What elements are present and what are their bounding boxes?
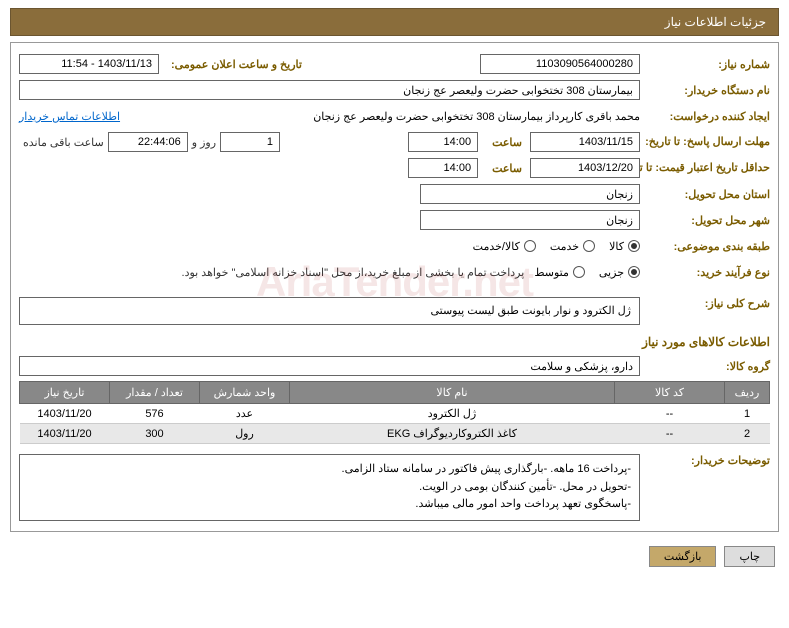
th-code: کد کالا [615,382,725,404]
cell-unit: عدد [200,404,290,424]
cell-name: ژل الکترود [290,404,615,424]
items-table: ردیف کد کالا نام کالا واحد شمارش تعداد /… [19,381,770,444]
radio-circle-icon [573,266,585,278]
category-label: طبقه بندی موضوعی: [640,240,770,253]
th-name: نام کالا [290,382,615,404]
requester-label: ایجاد کننده درخواست: [640,110,770,123]
row-city: شهر محل تحویل: زنجان [19,209,770,231]
row-requester: ایجاد کننده درخواست: محمد باقری کارپرداز… [19,105,770,127]
group-label: گروه کالا: [640,360,770,373]
announce-label: تاریخ و ساعت اعلان عمومی: [165,58,302,71]
row-summary: شرح کلی نیاز: ژل الکترود و نوار بایونت ط… [19,297,770,325]
cell-row: 2 [725,424,770,444]
radio-circle-icon [628,266,640,278]
row-category: طبقه بندی موضوعی: کالا خدمت کالا/خدمت [19,235,770,257]
cell-row: 1 [725,404,770,424]
radio-medium[interactable]: متوسط [534,266,585,279]
announce-value: 1403/11/13 - 11:54 [19,54,159,74]
table-row: 1 -- ژل الکترود عدد 576 1403/11/20 [20,404,770,424]
panel-title: جزئیات اطلاعات نیاز [665,15,766,29]
time-label-1: ساعت [486,136,522,149]
th-qty: تعداد / مقدار [110,382,200,404]
row-buyer-org: نام دستگاه خریدار: بیمارستان 308 تختخواب… [19,79,770,101]
buyer-note-label: توضیحات خریدار: [640,454,770,467]
days-remaining: 1 [220,132,280,152]
buyer-note-line: -پاسخگوی تعهد پرداخت واحد امور مالی میبا… [28,496,631,514]
process-radio-group: جزیی متوسط [534,266,640,279]
cell-code: -- [615,424,725,444]
main-container: جزئیات اطلاعات نیاز شماره نیاز: 11030905… [0,8,789,628]
row-province: استان محل تحویل: زنجان [19,183,770,205]
deadline-date: 1403/11/15 [530,132,640,152]
radio-circle-icon [628,240,640,252]
buyer-note-line: -تحویل در محل. -تأمین کنندگان بومی در ال… [28,479,631,497]
button-row: چاپ بازگشت [0,538,789,575]
row-buyer-note: توضیحات خریدار: -پرداخت 16 ماهه. -بارگذا… [19,454,770,521]
process-note: پرداخت تمام یا بخشی از مبلغ خرید،از محل … [182,266,525,279]
th-unit: واحد شمارش [200,382,290,404]
validity-label: حداقل تاریخ اعتبار قیمت: تا تاریخ: [640,161,770,175]
row-process: نوع فرآیند خرید: جزیی متوسط پرداخت تمام … [19,261,770,283]
deadline-label: مهلت ارسال پاسخ: تا تاریخ: [640,135,770,149]
row-group: گروه کالا: دارو، پزشکی و سلامت [19,355,770,377]
row-need-number: شماره نیاز: 1103090564000280 تاریخ و ساع… [19,53,770,75]
print-button[interactable]: چاپ [724,546,775,567]
summary-label: شرح کلی نیاز: [640,297,770,310]
validity-date: 1403/12/20 [530,158,640,178]
cell-date: 1403/11/20 [20,424,110,444]
category-radio-group: کالا خدمت کالا/خدمت [473,240,640,253]
buyer-note-line: -پرداخت 16 ماهه. -بارگذاری پیش فاکتور در… [28,461,631,479]
province-label: استان محل تحویل: [640,188,770,201]
group-value: دارو، پزشکی و سلامت [19,356,640,376]
cell-name: کاغذ الکتروکاردیوگراف EKG [290,424,615,444]
city-label: شهر محل تحویل: [640,214,770,227]
requester-value: محمد باقری کارپرداز بیمارستان 308 تختخوا… [128,110,640,123]
panel-header: جزئیات اطلاعات نیاز [10,8,779,36]
need-number-value: 1103090564000280 [480,54,640,74]
remaining-label: ساعت باقی مانده [23,136,104,149]
countdown: 22:44:06 [108,132,188,152]
cell-date: 1403/11/20 [20,404,110,424]
radio-goods[interactable]: کالا [609,240,640,253]
buyer-org-label: نام دستگاه خریدار: [640,84,770,97]
th-date: تاریخ نیاز [20,382,110,404]
need-number-label: شماره نیاز: [640,58,770,71]
cell-qty: 576 [110,404,200,424]
summary-value: ژل الکترود و نوار بایونت طبق لیست پیوستی [19,297,640,325]
time-label-2: ساعت [486,162,522,175]
city-value: زنجان [420,210,640,230]
back-button[interactable]: بازگشت [649,546,717,567]
cell-code: -- [615,404,725,424]
radio-circle-icon [583,240,595,252]
buyer-note-box: -پرداخت 16 ماهه. -بارگذاری پیش فاکتور در… [19,454,640,521]
radio-service[interactable]: خدمت [550,240,595,253]
th-row: ردیف [725,382,770,404]
table-header-row: ردیف کد کالا نام کالا واحد شمارش تعداد /… [20,382,770,404]
validity-time: 14:00 [408,158,478,178]
row-validity: حداقل تاریخ اعتبار قیمت: تا تاریخ: 1403/… [19,157,770,179]
contact-buyer-link[interactable]: اطلاعات تماس خریدار [19,110,120,123]
details-panel: شماره نیاز: 1103090564000280 تاریخ و ساع… [10,42,779,532]
radio-small[interactable]: جزیی [599,266,640,279]
cell-unit: رول [200,424,290,444]
cell-qty: 300 [110,424,200,444]
table-row: 2 -- کاغذ الکتروکاردیوگراف EKG رول 300 1… [20,424,770,444]
row-deadline: مهلت ارسال پاسخ: تا تاریخ: 1403/11/15 سا… [19,131,770,153]
deadline-time: 14:00 [408,132,478,152]
days-sep: روز و [192,136,216,149]
radio-circle-icon [524,240,536,252]
items-section-title: اطلاعات کالاهای مورد نیاز [19,335,770,349]
buyer-org-value: بیمارستان 308 تختخوابی حضرت ولیعصر عج زن… [19,80,640,100]
process-label: نوع فرآیند خرید: [640,266,770,279]
radio-both[interactable]: کالا/خدمت [473,240,536,253]
province-value: زنجان [420,184,640,204]
